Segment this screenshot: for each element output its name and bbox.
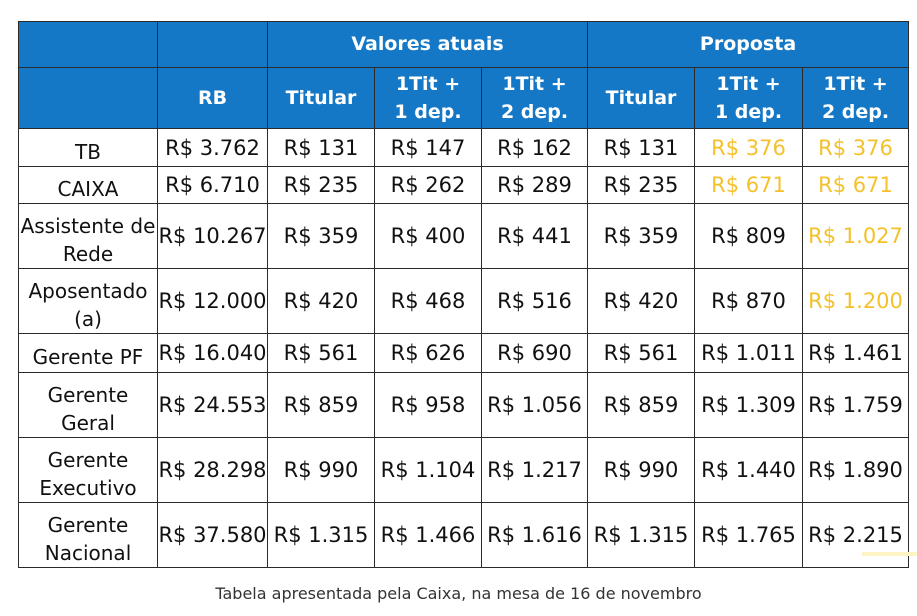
row-label: Gerente Nacional	[18, 502, 158, 568]
table-row: CAIXA R$ 6.710 R$ 235 R$ 262 R$ 289 R$ 235 R$ …	[18, 166, 910, 204]
table-body: TB R$ 3.762 R$ 131 R$ 147 R$ 162 R$ 131 R$ 376…	[18, 128, 910, 568]
cell-current-1dep: R$ 400	[374, 203, 482, 269]
cell-rb: R$ 6.710	[157, 166, 268, 204]
cell-current-titular: R$ 990	[267, 437, 375, 503]
cell-current-titular: R$ 235	[267, 166, 375, 204]
header-empty-corner	[18, 21, 158, 68]
cell-proposal-1dep: R$ 1.765	[694, 502, 804, 568]
cell-rb: R$ 37.580	[157, 502, 268, 568]
cell-current-titular: R$ 859	[267, 372, 375, 438]
cell-proposal-1dep: R$ 671	[694, 166, 804, 204]
cell-proposal-2dep: R$ 1.027	[802, 203, 910, 269]
cell-current-2dep: R$ 1.616	[480, 502, 589, 568]
header-group-row: Valores atuais Proposta	[18, 21, 910, 68]
cell-proposal-1dep: R$ 1.309	[694, 372, 804, 438]
header-current-1dep: 1Tit +1 dep.	[374, 67, 482, 129]
header-proposal-1dep: 1Tit +1 dep.	[694, 67, 804, 129]
cell-proposal-1dep: R$ 1.440	[694, 437, 804, 503]
table-row: Gerente PF R$ 16.040 R$ 561 R$ 626 R$ 690 R$ …	[18, 333, 910, 373]
table-row: Assistente de Rede R$ 10.267 R$ 359 R$ 400 R…	[18, 203, 910, 269]
table-row: Gerente Nacional R$ 37.580 R$ 1.315 R$ 1.46…	[18, 502, 910, 568]
cell-proposal-2dep: R$ 1.890	[802, 437, 910, 503]
fee-table: Valores atuais Proposta RB Titular 1Tit …	[18, 21, 910, 568]
table-caption: Tabela apresentada pela Caixa, na mesa d…	[215, 584, 702, 603]
cell-proposal-1dep: R$ 870	[694, 268, 804, 334]
cell-proposal-1dep: R$ 376	[694, 128, 804, 167]
table-row: TB R$ 3.762 R$ 131 R$ 147 R$ 162 R$ 131 R$ 376…	[18, 128, 910, 167]
header-current-titular: Titular	[267, 67, 375, 129]
cell-current-1dep: R$ 958	[374, 372, 482, 438]
cell-rb: R$ 3.762	[157, 128, 268, 167]
cell-current-2dep: R$ 1.056	[480, 372, 589, 438]
cell-proposal-2dep: R$ 1.759	[802, 372, 910, 438]
cell-current-titular: R$ 420	[267, 268, 375, 334]
cell-current-titular: R$ 131	[267, 128, 375, 167]
cell-proposal-2dep: R$ 1.461	[802, 333, 910, 373]
cell-current-titular: R$ 561	[267, 333, 375, 373]
row-label: Assistente de Rede	[18, 203, 158, 269]
cell-proposal-titular: R$ 561	[587, 333, 696, 373]
header-column-row: RB Titular 1Tit +1 dep. 1Tit +2 dep. Tit…	[18, 67, 910, 129]
header-rb: RB	[157, 67, 268, 129]
cell-proposal-1dep: R$ 809	[694, 203, 804, 269]
header-proposal-titular: Titular	[587, 67, 696, 129]
row-label: Aposentado (a)	[18, 268, 158, 334]
cell-current-1dep: R$ 626	[374, 333, 482, 373]
cell-current-titular: R$ 1.315	[267, 502, 375, 568]
cell-proposal-2dep: R$ 2.215	[802, 502, 910, 568]
cell-rb: R$ 10.267	[157, 203, 268, 269]
header-group-current: Valores atuais	[266, 21, 589, 68]
cell-current-1dep: R$ 1.104	[374, 437, 482, 503]
cell-proposal-titular: R$ 859	[587, 372, 696, 438]
cell-proposal-2dep: R$ 376	[802, 128, 910, 167]
cell-rb: R$ 28.298	[157, 437, 268, 503]
cell-proposal-titular: R$ 990	[587, 437, 696, 503]
cell-current-1dep: R$ 262	[374, 166, 482, 204]
cell-rb: R$ 16.040	[157, 333, 268, 373]
cell-current-2dep: R$ 441	[480, 203, 589, 269]
cell-current-1dep: R$ 147	[374, 128, 482, 167]
cell-current-1dep: R$ 468	[374, 268, 482, 334]
row-label: Gerente PF	[18, 333, 158, 373]
cell-current-2dep: R$ 162	[480, 128, 589, 167]
table-row: Aposentado (a) R$ 12.000 R$ 420 R$ 468 R$ 51…	[18, 268, 910, 334]
header-empty-label	[18, 67, 158, 129]
header-empty-rb	[157, 21, 268, 68]
row-label: Gerente Geral	[18, 372, 158, 438]
header-current-2dep: 1Tit +2 dep.	[480, 67, 589, 129]
row-label: TB	[18, 128, 158, 167]
table-row: Gerente Geral R$ 24.553 R$ 859 R$ 958 R$ 1.0…	[18, 372, 910, 438]
cell-current-2dep: R$ 1.217	[480, 437, 589, 503]
cell-rb: R$ 24.553	[157, 372, 268, 438]
cell-proposal-2dep: R$ 1.200	[802, 268, 910, 334]
cell-rb: R$ 12.000	[157, 268, 268, 334]
cell-proposal-titular: R$ 359	[587, 203, 696, 269]
cell-proposal-1dep: R$ 1.011	[694, 333, 804, 373]
header-group-proposal: Proposta	[587, 21, 910, 68]
cell-current-titular: R$ 359	[267, 203, 375, 269]
table-row: Gerente Executivo R$ 28.298 R$ 990 R$ 1.104…	[18, 437, 910, 503]
row-label: CAIXA	[18, 166, 158, 204]
cell-proposal-titular: R$ 420	[587, 268, 696, 334]
cell-proposal-2dep: R$ 671	[802, 166, 910, 204]
row-label: Gerente Executivo	[18, 437, 158, 503]
header-proposal-2dep: 1Tit +2 dep.	[802, 67, 910, 129]
cell-proposal-titular: R$ 235	[587, 166, 696, 204]
decorative-mark	[862, 552, 917, 556]
cell-current-2dep: R$ 690	[480, 333, 589, 373]
cell-proposal-titular: R$ 1.315	[587, 502, 696, 568]
cell-current-1dep: R$ 1.466	[374, 502, 482, 568]
cell-current-2dep: R$ 289	[480, 166, 589, 204]
cell-current-2dep: R$ 516	[480, 268, 589, 334]
cell-proposal-titular: R$ 131	[587, 128, 696, 167]
